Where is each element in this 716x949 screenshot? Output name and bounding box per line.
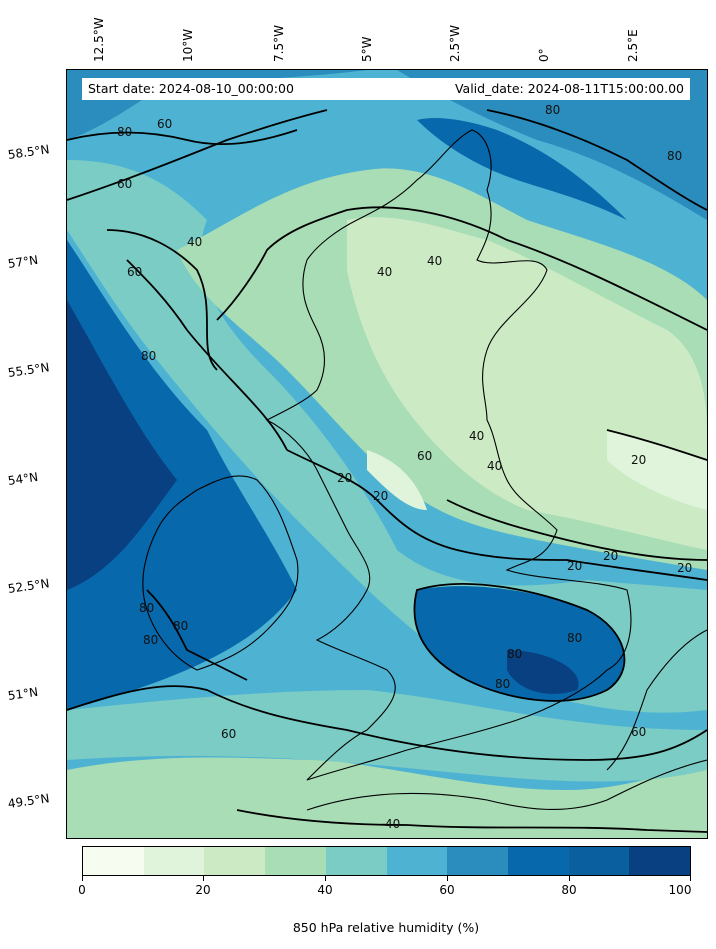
colorbar-tick	[203, 876, 204, 881]
contour-label: 20	[337, 471, 352, 485]
contour-label: 40	[469, 429, 484, 443]
very-moist-west-region	[67, 300, 177, 590]
contour-label: 20	[631, 453, 646, 467]
lon-label-10w: 10°W	[181, 28, 195, 62]
contour-label: 40	[187, 235, 202, 249]
contour-label: 60	[117, 177, 132, 191]
colorbar-label: 20	[195, 883, 211, 897]
colorbar-tick	[447, 876, 448, 881]
coastline-france	[306, 759, 707, 811]
colorbar-label: 40	[317, 883, 333, 897]
colorbar-segment	[265, 847, 326, 875]
colorbar	[82, 846, 691, 876]
driest-region-center	[367, 450, 427, 510]
mid-humidity-band	[67, 160, 707, 713]
lon-label-7-5w: 7.5°W	[272, 25, 286, 62]
lat-label-51n: 51°N	[7, 684, 39, 703]
start-date-text: Start date: 2024-08-10_00:00:00	[88, 81, 294, 96]
southern-dry-band	[67, 757, 707, 838]
lat-label-54n: 54°N	[7, 469, 39, 488]
valid-date-text: Valid_date: 2024-08-11T15:00:00.00	[454, 81, 684, 96]
lon-label-12-5w: 12.5°W	[92, 17, 106, 62]
colorbar-label: 60	[439, 883, 455, 897]
colorbar-title: 850 hPa relative humidity (%)	[292, 920, 480, 935]
moist-north-region	[397, 70, 707, 220]
contour-label: 80	[545, 103, 560, 117]
contour-label: 80	[173, 619, 188, 633]
lat-label-57n: 57°N	[7, 252, 39, 271]
contour-20-east	[606, 429, 707, 461]
contour-label: 60	[417, 449, 432, 463]
contour-40-main	[216, 206, 707, 331]
map-panel: 80 60 60 40 60 80 80 80 40 40 40 60 40 2…	[66, 69, 708, 839]
lon-label-2-5e: 2.5°E	[626, 29, 640, 62]
lon-label-5w: 5°W	[360, 36, 374, 63]
colorbar-segment	[83, 847, 144, 875]
coastline-ireland	[142, 475, 299, 671]
contour-label: 20	[373, 489, 388, 503]
date-banner: Start date: 2024-08-10_00:00:00 Valid_da…	[82, 78, 690, 100]
contour-80-southeast	[413, 583, 626, 702]
colorbar-tick	[82, 876, 83, 881]
driest-region-east	[607, 430, 707, 510]
colorbar-segment	[629, 847, 691, 875]
colorbar-segment	[507, 847, 569, 875]
colorbar-segment	[204, 847, 266, 875]
contour-40-east	[446, 499, 707, 561]
contour-label: 40	[427, 254, 442, 268]
contour-label: 80	[117, 125, 132, 139]
colorbar-segment	[325, 847, 387, 875]
contour-label: 20	[603, 549, 618, 563]
moist-west-region	[67, 240, 297, 710]
contour-label: 80	[567, 631, 582, 645]
contour-40-south	[236, 809, 707, 833]
contour-label: 40	[377, 265, 392, 279]
colorbar-tick	[569, 876, 570, 881]
contour-label: 80	[143, 633, 158, 647]
contour-80-north	[67, 129, 298, 146]
colorbar-segment	[386, 847, 448, 875]
contour-80-ireland	[146, 589, 248, 681]
colorbar-label: 0	[78, 883, 86, 897]
contour-label: 80	[139, 601, 154, 615]
colorbar-segment	[568, 847, 630, 875]
contour-label: 20	[567, 559, 582, 573]
lat-label-58-5n: 58.5°N	[7, 142, 51, 162]
contour-60-west	[126, 259, 288, 451]
colorbar-tick	[325, 876, 326, 881]
humidity-map: 80 60 60 40 60 80 80 80 40 40 40 60 40 2…	[67, 70, 707, 838]
contour-label: 40	[487, 459, 502, 473]
lon-label-0: 0°	[537, 48, 551, 62]
contour-40-scotland	[106, 229, 218, 371]
lat-label-49-5n: 49.5°N	[7, 791, 51, 811]
contour-label: 80	[495, 677, 510, 691]
contour-label: 80	[141, 349, 156, 363]
colorbar-segment	[143, 847, 205, 875]
lat-label-55-5n: 55.5°N	[7, 360, 51, 380]
contour-20-center	[286, 449, 707, 581]
contour-60-north	[67, 109, 328, 201]
moist-north-strip	[417, 118, 627, 220]
contour-label: 40	[385, 817, 400, 831]
contour-label: 60	[157, 117, 172, 131]
colorbar-label: 80	[561, 883, 577, 897]
contour-label: 80	[507, 647, 522, 661]
contour-60-south	[67, 685, 707, 761]
lat-label-52-5n: 52.5°N	[7, 576, 51, 596]
contour-label: 80	[667, 149, 682, 163]
colorbar-tick	[690, 876, 691, 881]
colorbar-label: 100	[668, 883, 692, 897]
contour-label: 60	[221, 727, 236, 741]
contour-label: 60	[127, 265, 142, 279]
contour-label: 20	[677, 561, 692, 575]
coastline-continent	[606, 629, 707, 771]
lon-label-2-5w: 2.5°W	[448, 25, 462, 62]
contour-60-northeast	[486, 109, 707, 211]
very-moist-southeast-blob	[507, 650, 579, 694]
colorbar-segment	[447, 847, 508, 875]
contour-label: 60	[631, 725, 646, 739]
